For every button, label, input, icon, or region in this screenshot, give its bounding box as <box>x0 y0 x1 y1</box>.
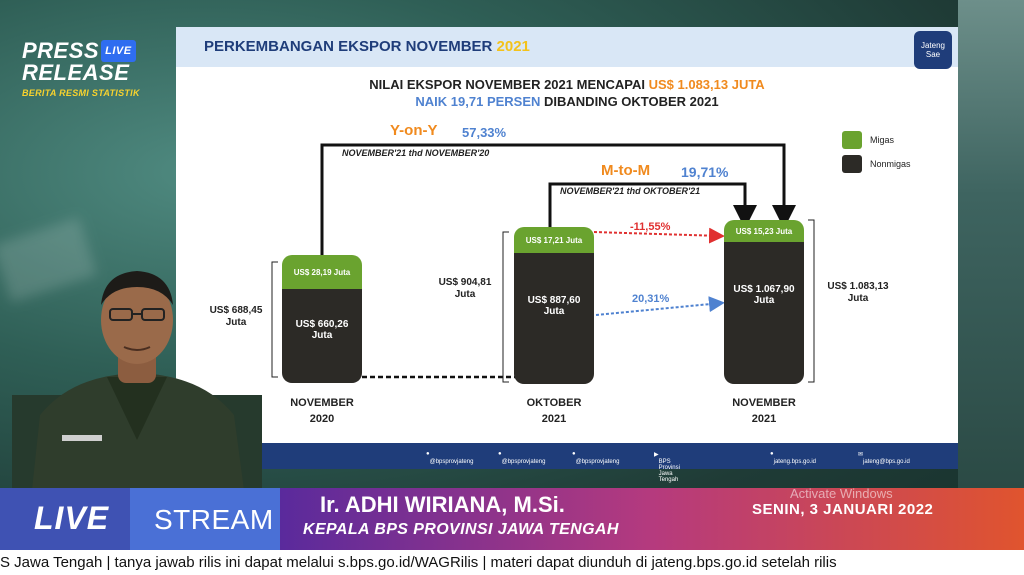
legend-item-nonmigas: Nonmigas <box>842 155 911 173</box>
twitter-icon: ● @bpsprovjateng <box>498 451 546 465</box>
stream-label: STREAM <box>154 504 274 535</box>
ocean-background-right <box>958 0 1024 488</box>
total-november-2021: US$ 1.083,13 Juta <box>827 281 889 304</box>
facebook-icon: ● @bpsprovjateng <box>426 451 474 465</box>
instagram-icon: ● @bpsprovjateng <box>572 451 620 465</box>
news-ticker: S Jawa Tengah | tanya jawab rilis ini da… <box>0 550 1024 575</box>
live-stream-bar: LIVE STREAM Ir. ADHI WIRIANA, M.Si. KEPA… <box>0 486 1024 550</box>
xlabel-november-2021: NOVEMBER 2021 <box>732 397 796 425</box>
bar-november-2020: US$ 28,19 Juta US$ 660,26 Juta <box>282 255 362 383</box>
total-oktober-2021: US$ 904,81 Juta <box>438 277 492 300</box>
broadcast-date: SENIN, 3 JANUARI 2022 <box>752 501 934 518</box>
yoy-subtitle: NOVEMBER'21 thd NOVEMBER'20 <box>342 148 490 158</box>
youtube-icon: ▶ BPS Provinsi Jawa Tengah <box>654 452 680 483</box>
speaker-name: Ir. ADHI WIRIANA, M.Si. <box>320 492 565 517</box>
mtm-subtitle: NOVEMBER'21 thd OKTOBER'21 <box>560 186 701 196</box>
mtm-value: 19,71% <box>681 164 729 180</box>
migas-change-arrow <box>593 227 725 244</box>
migas-segment: US$ 28,19 Juta <box>282 255 362 289</box>
migas-segment: US$ 17,21 Juta <box>514 227 594 253</box>
bracket-left <box>271 261 278 378</box>
stream-box <box>130 488 280 550</box>
slide-title: PERKEMBANGAN EKSPOR NOVEMBER 2021 <box>204 38 530 55</box>
comparison-arrows <box>271 143 815 383</box>
slide-header <box>176 27 958 67</box>
press-text: PRESS <box>22 38 100 63</box>
mail-icon: ✉ jateng@bps.go.id <box>858 452 910 465</box>
presentation-slide: PERKEMBANGAN EKSPOR NOVEMBER 2021 Jateng… <box>176 27 958 483</box>
jateng-logo: Jateng Sae <box>914 31 952 69</box>
globe-icon: ● jateng.bps.go.id <box>770 451 816 465</box>
yoy-value: 57,33% <box>462 125 507 140</box>
live-badge: LIVE <box>101 40 136 62</box>
legend-item-migas: Migas <box>842 131 911 149</box>
xlabel-oktober-2021: OKTOBER 2021 <box>526 397 582 425</box>
yoy-arrow <box>320 143 796 255</box>
release-text: RELEASE <box>22 60 130 85</box>
bracket-right <box>808 219 815 383</box>
nonmigas-segment: US$ 1.067,90 Juta <box>724 242 804 384</box>
live-box <box>0 488 130 550</box>
bar-oktober-2021: US$ 17,21 Juta US$ 887,60 Juta <box>514 227 594 384</box>
migas-change-value: -11,55% <box>630 221 671 233</box>
mtm-arrow <box>548 182 757 232</box>
bar-november-2021: US$ 15,23 Juta US$ 1.067,90 Juta <box>724 220 804 384</box>
slide-footer: ● @bpsprovjateng ● @bpsprovjateng ● @bps… <box>176 443 958 483</box>
total-november-2020: US$ 688,45 Juta <box>209 305 263 328</box>
speaker-position: KEPALA BPS PROVINSI JAWA TENGAH <box>303 521 619 538</box>
legend: Migas Nonmigas <box>842 131 911 179</box>
nonmigas-segment: US$ 660,26 Juta <box>282 289 362 383</box>
xlabel-november-2020: NOVEMBER 2020 <box>290 397 354 425</box>
speaker-box <box>280 488 1024 550</box>
presenter-video <box>12 271 262 490</box>
nonmigas-change-value: 20,31% <box>632 293 670 305</box>
nonmigas-change-arrow <box>595 296 725 316</box>
windows-activation-watermark: Activate Windows <box>790 486 893 501</box>
legend-swatch-nonmigas <box>842 155 862 173</box>
bracket-mid <box>502 231 509 383</box>
headline-1: NILAI EKSPOR NOVEMBER 2021 MENCAPAI US$ … <box>369 77 765 92</box>
press-release-logo: PRESS LIVE RELEASE BERITA RESMI STATISTIK <box>22 38 162 99</box>
migas-segment: US$ 15,23 Juta <box>724 220 804 242</box>
nonmigas-segment: US$ 887,60 Juta <box>514 253 594 384</box>
press-release-subtitle: BERITA RESMI STATISTIK <box>22 88 140 98</box>
live-label: LIVE <box>34 500 110 536</box>
mtm-label: M-to-M <box>601 162 651 179</box>
legend-swatch-migas <box>842 131 862 149</box>
yoy-label: Y-on-Y <box>390 122 438 139</box>
headline-2: NAIK 19,71 PERSEN DIBANDING OKTOBER 2021 <box>415 94 719 109</box>
